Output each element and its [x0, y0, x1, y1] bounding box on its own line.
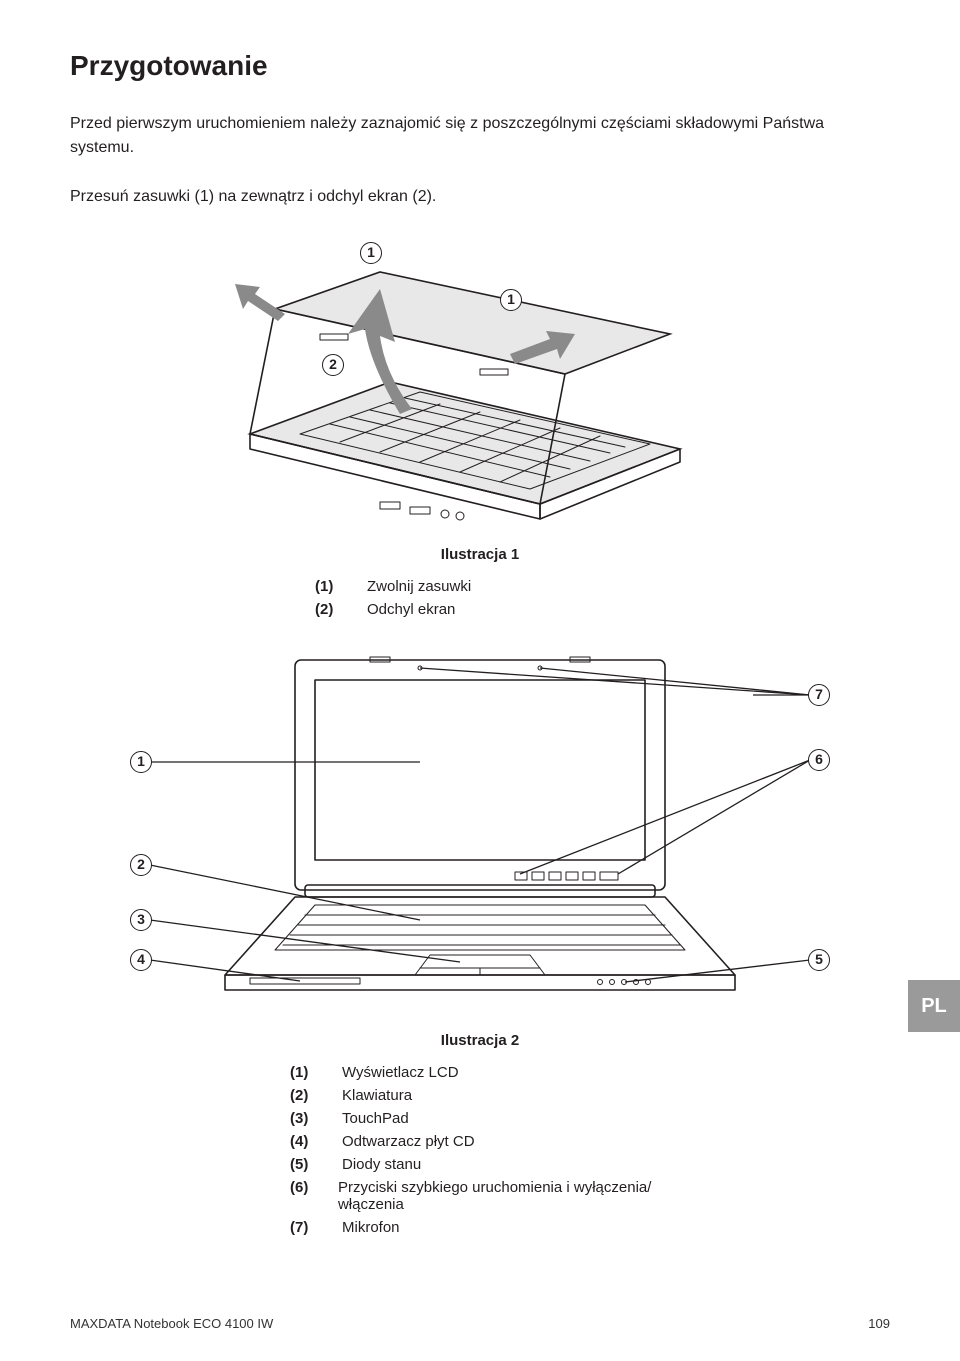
footer-left: MAXDATA Notebook ECO 4100 IW — [70, 1316, 273, 1331]
figure-1-legend: (1) Zwolnij zasuwki (2) Odchyl ekran — [315, 578, 645, 618]
legend-label: Klawiatura — [342, 1087, 412, 1104]
legend-label: Diody stanu — [342, 1156, 421, 1173]
callout-quick-buttons: 6 — [808, 749, 830, 771]
legend-num: (7) — [290, 1219, 320, 1236]
intro-text-2: Przesuń zasuwki (1) na zewnątrz i odchyl… — [70, 185, 850, 209]
legend-num: (1) — [315, 578, 345, 595]
legend-label: Mikrofon — [342, 1219, 400, 1236]
figure-2-caption: Ilustracja 2 — [70, 1032, 890, 1049]
callout-mic: 7 — [808, 684, 830, 706]
language-tab: PL — [908, 980, 960, 1032]
legend-label: Wyświetlacz LCD — [342, 1064, 459, 1081]
footer-page-number: 109 — [868, 1316, 890, 1331]
callout-1a: 1 — [360, 242, 382, 264]
legend-num: (2) — [315, 601, 345, 618]
legend-row: (2) Odchyl ekran — [315, 601, 645, 618]
legend-row: (1) Zwolnij zasuwki — [315, 578, 645, 595]
callout-touchpad: 3 — [130, 909, 152, 931]
legend-num: (1) — [290, 1064, 320, 1081]
page-title: Przygotowanie — [70, 50, 890, 82]
legend-num: (6) — [290, 1179, 316, 1213]
callout-leds: 5 — [808, 949, 830, 971]
callout-1b: 1 — [500, 289, 522, 311]
legend-label: Odtwarzacz płyt CD — [342, 1133, 475, 1150]
figure-1: 1 1 2 Ilustracja 1 (1) Zwolnij zasuwki (… — [70, 234, 890, 618]
callout-lcd: 1 — [130, 751, 152, 773]
callout-2: 2 — [322, 354, 344, 376]
legend-num: (3) — [290, 1110, 320, 1127]
figure-2-legend: (1) Wyświetlacz LCD (2) Klawiatura (3) Touc… — [290, 1064, 670, 1236]
legend-label: Zwolnij zasuwki — [367, 578, 471, 595]
callout-cd: 4 — [130, 949, 152, 971]
legend-num: (4) — [290, 1133, 320, 1150]
figure-2: 1 2 3 4 5 6 7 Ilustracja 2 (1) Wyświetlac… — [70, 640, 890, 1236]
laptop-opening-diagram — [180, 234, 720, 534]
legend-num: (5) — [290, 1156, 320, 1173]
laptop-open-front-diagram — [120, 640, 840, 1020]
legend-label: TouchPad — [342, 1110, 409, 1127]
legend-label: Przyciski szybkiego uruchomienia i wyłąc… — [338, 1179, 670, 1213]
intro-text-1: Przed pierwszym uruchomieniem należy zaz… — [70, 112, 850, 160]
callout-keyboard: 2 — [130, 854, 152, 876]
legend-num: (2) — [290, 1087, 320, 1104]
legend-label: Odchyl ekran — [367, 601, 455, 618]
figure-1-caption: Ilustracja 1 — [70, 546, 890, 563]
